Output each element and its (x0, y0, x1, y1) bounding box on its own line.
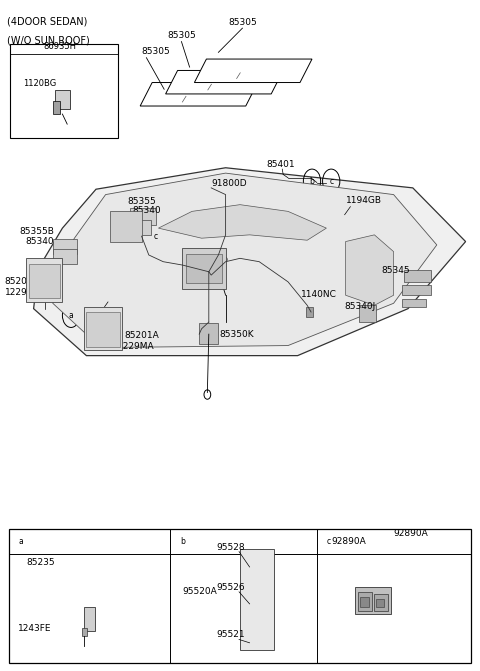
Bar (376, 599, 384, 607)
Text: 95521: 95521 (216, 631, 245, 639)
Circle shape (250, 592, 267, 616)
Bar (10, 44, 118, 138)
Text: 86935H: 86935H (43, 42, 76, 51)
Bar (55, 90, 70, 109)
Text: 85350K: 85350K (220, 330, 254, 339)
Circle shape (68, 125, 74, 133)
Bar (402, 299, 426, 307)
Text: c: c (200, 270, 204, 280)
Text: a: a (108, 331, 113, 340)
Text: b: b (310, 176, 314, 186)
Bar (306, 307, 313, 317)
Text: c: c (327, 537, 331, 546)
Text: 85202A: 85202A (5, 277, 39, 286)
Bar (110, 211, 142, 242)
Text: 85340: 85340 (132, 207, 161, 215)
Text: 85305: 85305 (142, 48, 170, 56)
Text: 1229MA: 1229MA (5, 288, 41, 297)
Bar (404, 270, 431, 282)
Polygon shape (158, 205, 326, 240)
Text: 1194GB: 1194GB (346, 196, 382, 205)
Bar (9, 529, 471, 663)
Text: 91800D: 91800D (211, 179, 247, 188)
Circle shape (81, 645, 88, 654)
Text: 1140NC: 1140NC (301, 291, 337, 299)
Polygon shape (34, 168, 466, 356)
Circle shape (250, 631, 267, 655)
Bar (130, 220, 151, 235)
Text: 1229MA: 1229MA (118, 342, 154, 351)
Text: 95520A: 95520A (182, 587, 217, 596)
Bar (186, 254, 222, 283)
Bar (359, 305, 376, 322)
Polygon shape (346, 235, 394, 305)
Bar (26, 258, 62, 302)
Text: 85345: 85345 (382, 266, 410, 275)
Bar (84, 307, 122, 350)
Text: 92890A: 92890A (331, 537, 366, 546)
Text: a: a (69, 311, 73, 320)
Bar (402, 285, 431, 295)
Text: 85340J: 85340J (345, 302, 376, 311)
Text: 1120BG: 1120BG (23, 79, 56, 88)
Bar (199, 323, 218, 344)
Bar (182, 248, 226, 289)
Text: (4DOOR SEDAN): (4DOOR SEDAN) (7, 17, 87, 27)
Bar (53, 101, 60, 114)
Text: 1243FE: 1243FE (18, 624, 52, 633)
Circle shape (250, 555, 267, 579)
Text: b: b (222, 254, 227, 264)
Text: (W/O SUN ROOF): (W/O SUN ROOF) (7, 36, 90, 46)
Text: 95528: 95528 (216, 543, 245, 552)
Text: 85401: 85401 (266, 160, 295, 169)
Text: 85305: 85305 (167, 32, 196, 40)
Text: 85201A: 85201A (125, 331, 159, 340)
Bar (84, 607, 95, 631)
Bar (360, 597, 369, 607)
Text: c: c (329, 176, 333, 186)
Text: 92890A: 92890A (394, 529, 428, 538)
Polygon shape (53, 173, 437, 348)
Text: 85340: 85340 (25, 238, 54, 246)
Bar (29, 264, 60, 298)
Text: 85305: 85305 (228, 18, 257, 27)
Bar (53, 249, 77, 264)
Polygon shape (140, 83, 258, 106)
Bar (240, 549, 274, 650)
Text: 85355: 85355 (127, 197, 156, 206)
Text: 85235: 85235 (26, 558, 55, 567)
Text: 95526: 95526 (216, 583, 245, 592)
Bar (130, 208, 156, 225)
Text: a: a (18, 537, 23, 546)
Bar (82, 628, 87, 636)
Bar (86, 312, 120, 347)
Bar (53, 239, 77, 254)
Text: c: c (154, 231, 158, 241)
Polygon shape (194, 59, 312, 83)
Text: b: b (180, 537, 185, 546)
Bar (374, 594, 388, 611)
Bar (355, 587, 391, 614)
Text: 85355B: 85355B (19, 227, 54, 236)
Polygon shape (166, 70, 283, 94)
Bar (358, 592, 372, 611)
